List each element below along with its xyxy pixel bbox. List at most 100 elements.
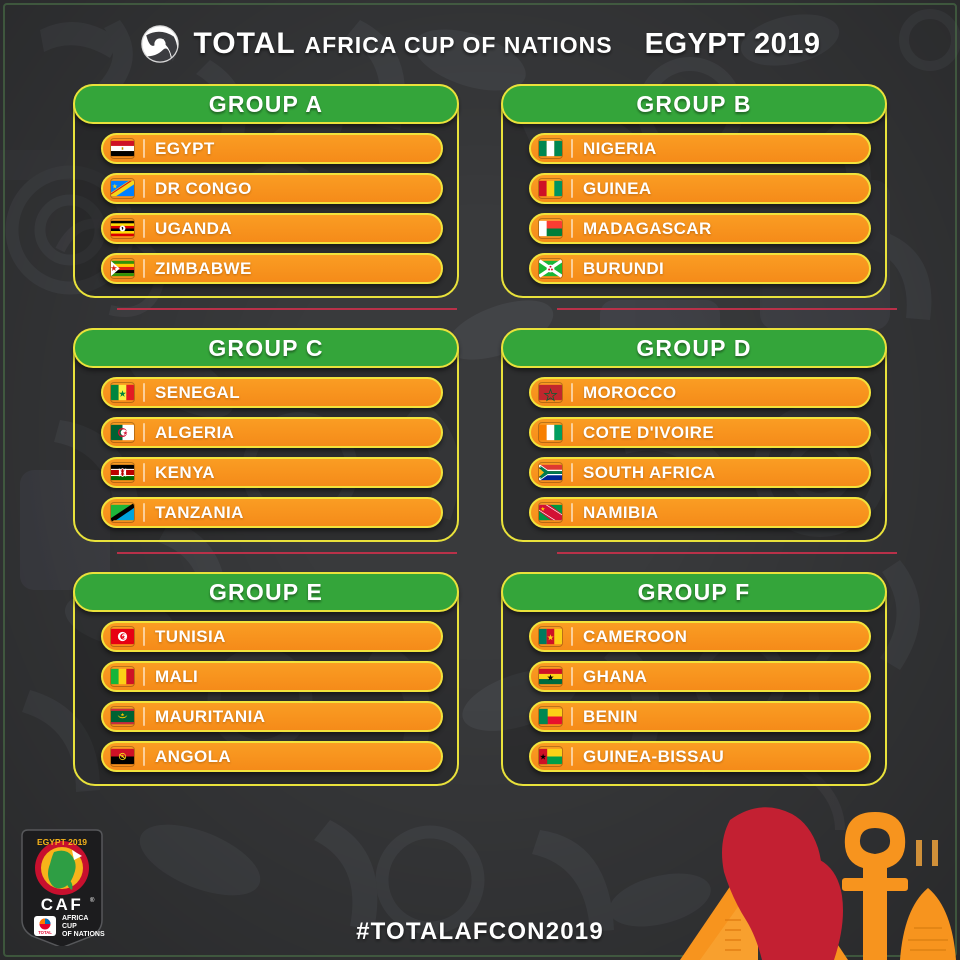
team-list-f: CAMEROON GHANA BENIN — [503, 612, 885, 772]
senegal-flag-icon — [111, 383, 134, 402]
cameroon-flag-icon — [539, 627, 562, 646]
mauritania-flag-icon — [111, 707, 134, 726]
team-list-d: MOROCCO COTE D'IVOIRE SOUTH AFRICA — [503, 368, 885, 528]
team-name: EGYPT — [155, 139, 215, 158]
team-row[interactable]: BURUNDI — [529, 253, 871, 284]
team-row[interactable]: MAURITANIA — [101, 701, 443, 732]
group-header-f: GROUP F — [501, 572, 887, 612]
kenya-flag-icon — [111, 463, 134, 482]
row-separator — [571, 423, 573, 442]
team-row[interactable]: ALGERIA — [101, 417, 443, 448]
team-row[interactable]: MALI — [101, 661, 443, 692]
team-row[interactable]: BENIN — [529, 701, 871, 732]
team-row[interactable]: GUINEA — [529, 173, 871, 204]
row-separator — [143, 667, 145, 686]
row-separator — [143, 139, 145, 158]
groups-row-2: GROUP C SENEGAL ALGERIA — [0, 328, 960, 554]
team-row[interactable]: GHANA — [529, 661, 871, 692]
south-africa-flag-icon — [539, 463, 562, 482]
morocco-flag-icon — [539, 383, 562, 402]
group-title-f: GROUP F — [637, 578, 751, 605]
row-separator — [143, 463, 145, 482]
team-name: SOUTH AFRICA — [583, 463, 716, 482]
group-card-d[interactable]: GROUP D MOROCCO COTE D'IVOIRE — [501, 328, 887, 542]
team-row[interactable]: KENYA — [101, 457, 443, 488]
row-separator — [571, 259, 573, 278]
team-name: CAMEROON — [583, 627, 688, 646]
row-separator — [571, 179, 573, 198]
team-list-e: TUNISIA MALI MAURITANIA — [75, 612, 457, 772]
row-separator — [143, 503, 145, 522]
group-title-b: GROUP B — [636, 90, 752, 117]
groups-row-3: GROUP E TUNISIA MALI — [0, 572, 960, 786]
total-sphere-logo-icon — [140, 24, 180, 64]
team-row[interactable]: MOROCCO — [529, 377, 871, 408]
team-row[interactable]: DR CONGO — [101, 173, 443, 204]
angola-flag-icon — [111, 747, 134, 766]
group-header-a: GROUP A — [73, 84, 459, 124]
team-row[interactable]: GUINEA-BISSAU — [529, 741, 871, 772]
group-header-e: GROUP E — [73, 572, 459, 612]
team-row[interactable]: ANGOLA — [101, 741, 443, 772]
team-list-c: SENEGAL ALGERIA KENYA — [75, 368, 457, 528]
group-card-c[interactable]: GROUP C SENEGAL ALGERIA — [73, 328, 459, 542]
team-row[interactable]: EGYPT — [101, 133, 443, 164]
group-header-b: GROUP B — [501, 84, 887, 124]
team-name: NAMIBIA — [583, 503, 659, 522]
caf-subtitle-line1: AFRICA — [62, 915, 88, 922]
page-title: TOTAL AFRICA CUP OF NATIONS — [194, 29, 613, 59]
row-separator — [143, 707, 145, 726]
row-separator — [571, 707, 573, 726]
team-row[interactable]: TUNISIA — [101, 621, 443, 652]
team-list-b: NIGERIA GUINEA MADAGASCAR — [503, 124, 885, 284]
group-card-a[interactable]: GROUP A EGYPT DR CONGO — [73, 84, 459, 298]
page-header: TOTAL AFRICA CUP OF NATIONS EGYPT 2019 — [0, 20, 960, 68]
team-name: GHANA — [583, 667, 648, 686]
group-card-f[interactable]: GROUP F CAMEROON GHANA — [501, 572, 887, 786]
row-separator — [143, 383, 145, 402]
guinea-bissau-flag-icon — [539, 747, 562, 766]
row-separator — [571, 383, 573, 402]
row-separator — [571, 627, 573, 646]
team-name: MADAGASCAR — [583, 219, 712, 238]
team-name: BURUNDI — [583, 259, 665, 278]
team-row[interactable]: TANZANIA — [101, 497, 443, 528]
team-row[interactable]: SOUTH AFRICA — [529, 457, 871, 488]
team-name: TUNISIA — [155, 627, 226, 646]
row-separator — [571, 667, 573, 686]
group-divider — [557, 308, 897, 310]
team-row[interactable]: CAMEROON — [529, 621, 871, 652]
mali-flag-icon — [111, 667, 134, 686]
team-row[interactable]: COTE D'IVOIRE — [529, 417, 871, 448]
group-divider — [117, 552, 457, 554]
team-row[interactable]: MADAGASCAR — [529, 213, 871, 244]
team-row[interactable]: UGANDA — [101, 213, 443, 244]
ghana-flag-icon — [539, 667, 562, 686]
caf-registered-mark: ® — [90, 897, 95, 904]
group-card-b[interactable]: GROUP B NIGERIA GUINEA — [501, 84, 887, 298]
team-row[interactable]: NAMIBIA — [529, 497, 871, 528]
caf-subtitle-line3: OF NATIONS — [62, 931, 105, 938]
group-card-e[interactable]: GROUP E TUNISIA MALI — [73, 572, 459, 786]
egypt-artwork — [670, 800, 960, 960]
row-separator — [143, 423, 145, 442]
team-row[interactable]: NIGERIA — [529, 133, 871, 164]
group-title-c: GROUP C — [208, 334, 324, 361]
benin-flag-icon — [539, 707, 562, 726]
tunisia-flag-icon — [111, 627, 134, 646]
group-header-c: GROUP C — [73, 328, 459, 368]
team-name: UGANDA — [155, 219, 233, 238]
row-separator — [143, 747, 145, 766]
row-separator — [571, 139, 573, 158]
group-title-e: GROUP E — [208, 578, 324, 605]
team-row[interactable]: ZIMBABWE — [101, 253, 443, 284]
caf-subtitle-line2: CUP — [62, 923, 77, 930]
team-name: NIGERIA — [583, 139, 657, 158]
total-badge-label: TOTAL — [38, 930, 52, 935]
group-divider — [117, 308, 457, 310]
cote-divoire-flag-icon — [539, 423, 562, 442]
row-separator — [571, 463, 573, 482]
madagascar-flag-icon — [539, 219, 562, 238]
team-row[interactable]: SENEGAL — [101, 377, 443, 408]
group-title-d: GROUP D — [636, 334, 752, 361]
